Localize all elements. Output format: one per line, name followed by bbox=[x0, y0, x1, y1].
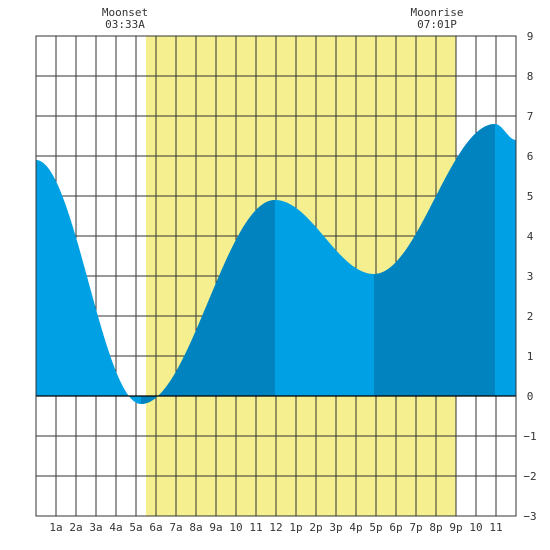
y-tick-label: 1 bbox=[527, 350, 534, 363]
x-tick-label: 3a bbox=[89, 521, 102, 534]
x-tick-label: 3p bbox=[329, 521, 342, 534]
x-tick-label: 7p bbox=[409, 521, 422, 534]
x-tick-label: 11 bbox=[249, 521, 262, 534]
x-tick-label: 2a bbox=[69, 521, 82, 534]
y-tick-label: 2 bbox=[527, 310, 534, 323]
y-tick-label: 4 bbox=[527, 230, 534, 243]
y-tick-label: 3 bbox=[527, 270, 534, 283]
moonrise-time: 07:01P bbox=[417, 18, 457, 31]
x-tick-label: 1a bbox=[49, 521, 62, 534]
x-tick-label: 9a bbox=[209, 521, 222, 534]
x-tick-label: 8p bbox=[429, 521, 442, 534]
x-tick-label: 5p bbox=[369, 521, 382, 534]
tide-shade-band bbox=[141, 200, 275, 404]
x-tick-label: 6a bbox=[149, 521, 162, 534]
x-tick-label: 12 bbox=[269, 521, 282, 534]
y-tick-label: 9 bbox=[527, 30, 534, 43]
y-tick-label: 5 bbox=[527, 190, 534, 203]
y-tick-label: 8 bbox=[527, 70, 534, 83]
x-tick-label: 4a bbox=[109, 521, 122, 534]
y-tick-label: 6 bbox=[527, 150, 534, 163]
y-tick-label: 0 bbox=[527, 390, 534, 403]
y-tick-label: −2 bbox=[523, 470, 536, 483]
x-tick-label: 10 bbox=[229, 521, 242, 534]
x-tick-label: 1p bbox=[289, 521, 302, 534]
moonrise-label: Moonrise bbox=[410, 6, 464, 19]
tide-shade-band bbox=[374, 124, 495, 396]
y-tick-label: 7 bbox=[527, 110, 534, 123]
x-tick-label: 8a bbox=[189, 521, 202, 534]
moonset-time: 03:33A bbox=[105, 18, 145, 31]
x-tick-label: 4p bbox=[349, 521, 362, 534]
x-tick-label: 10 bbox=[469, 521, 482, 534]
x-tick-label: 2p bbox=[309, 521, 322, 534]
y-tick-label: −1 bbox=[523, 430, 536, 443]
moonset-label: Moonset bbox=[101, 6, 149, 19]
y-tick-labels: −3 −2 −1 0 1 2 3 4 5 6 7 8 9 bbox=[523, 30, 536, 523]
x-tick-label: 5a bbox=[129, 521, 142, 534]
plot-frame bbox=[35, 35, 517, 517]
x-tick-labels: 1a 2a 3a 4a 5a 6a 7a 8a 9a 10 11 12 1p 2p 3p 4p 5p 6p 7p 8p… bbox=[49, 521, 502, 534]
x-tick-label: 9p bbox=[449, 521, 462, 534]
y-tick-label: −3 bbox=[523, 510, 536, 523]
tide-area bbox=[36, 124, 516, 404]
x-tick-label: 7a bbox=[169, 521, 182, 534]
x-tick-label: 11 bbox=[489, 521, 502, 534]
x-tick-label: 6p bbox=[389, 521, 402, 534]
